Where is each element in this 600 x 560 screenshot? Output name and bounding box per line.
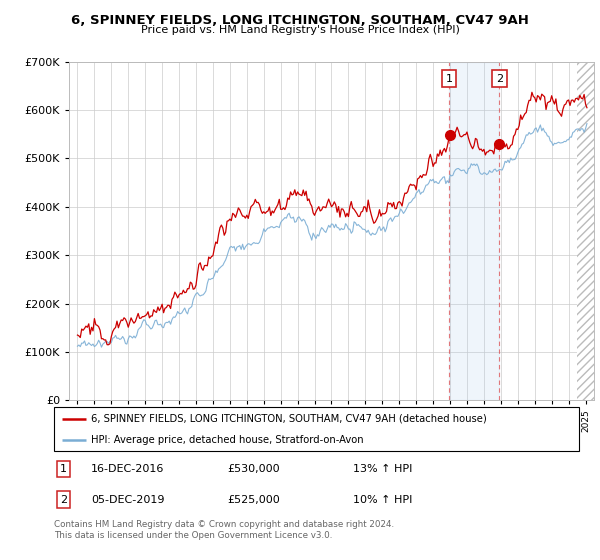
Bar [449,62,499,400]
Text: HPI: Average price, detached house, Stratford-on-Avon: HPI: Average price, detached house, Stra… [91,435,364,445]
Text: 13% ↑ HPI: 13% ↑ HPI [353,464,413,474]
Text: 16-DEC-2016: 16-DEC-2016 [91,464,164,474]
Text: 1: 1 [60,464,67,474]
Text: 1: 1 [446,73,453,83]
Text: Price paid vs. HM Land Registry's House Price Index (HPI): Price paid vs. HM Land Registry's House … [140,25,460,35]
Text: £525,000: £525,000 [227,494,280,505]
Text: Contains HM Land Registry data © Crown copyright and database right 2024.
This d: Contains HM Land Registry data © Crown c… [54,520,394,540]
Text: 6, SPINNEY FIELDS, LONG ITCHINGTON, SOUTHAM, CV47 9AH (detached house): 6, SPINNEY FIELDS, LONG ITCHINGTON, SOUT… [91,414,487,424]
Text: 2: 2 [496,73,503,83]
Text: 2: 2 [60,494,67,505]
Text: 05-DEC-2019: 05-DEC-2019 [91,494,164,505]
Bar [577,62,594,400]
Text: 10% ↑ HPI: 10% ↑ HPI [353,494,413,505]
Text: £530,000: £530,000 [227,464,280,474]
Text: 6, SPINNEY FIELDS, LONG ITCHINGTON, SOUTHAM, CV47 9AH: 6, SPINNEY FIELDS, LONG ITCHINGTON, SOUT… [71,14,529,27]
Bar [577,62,594,400]
